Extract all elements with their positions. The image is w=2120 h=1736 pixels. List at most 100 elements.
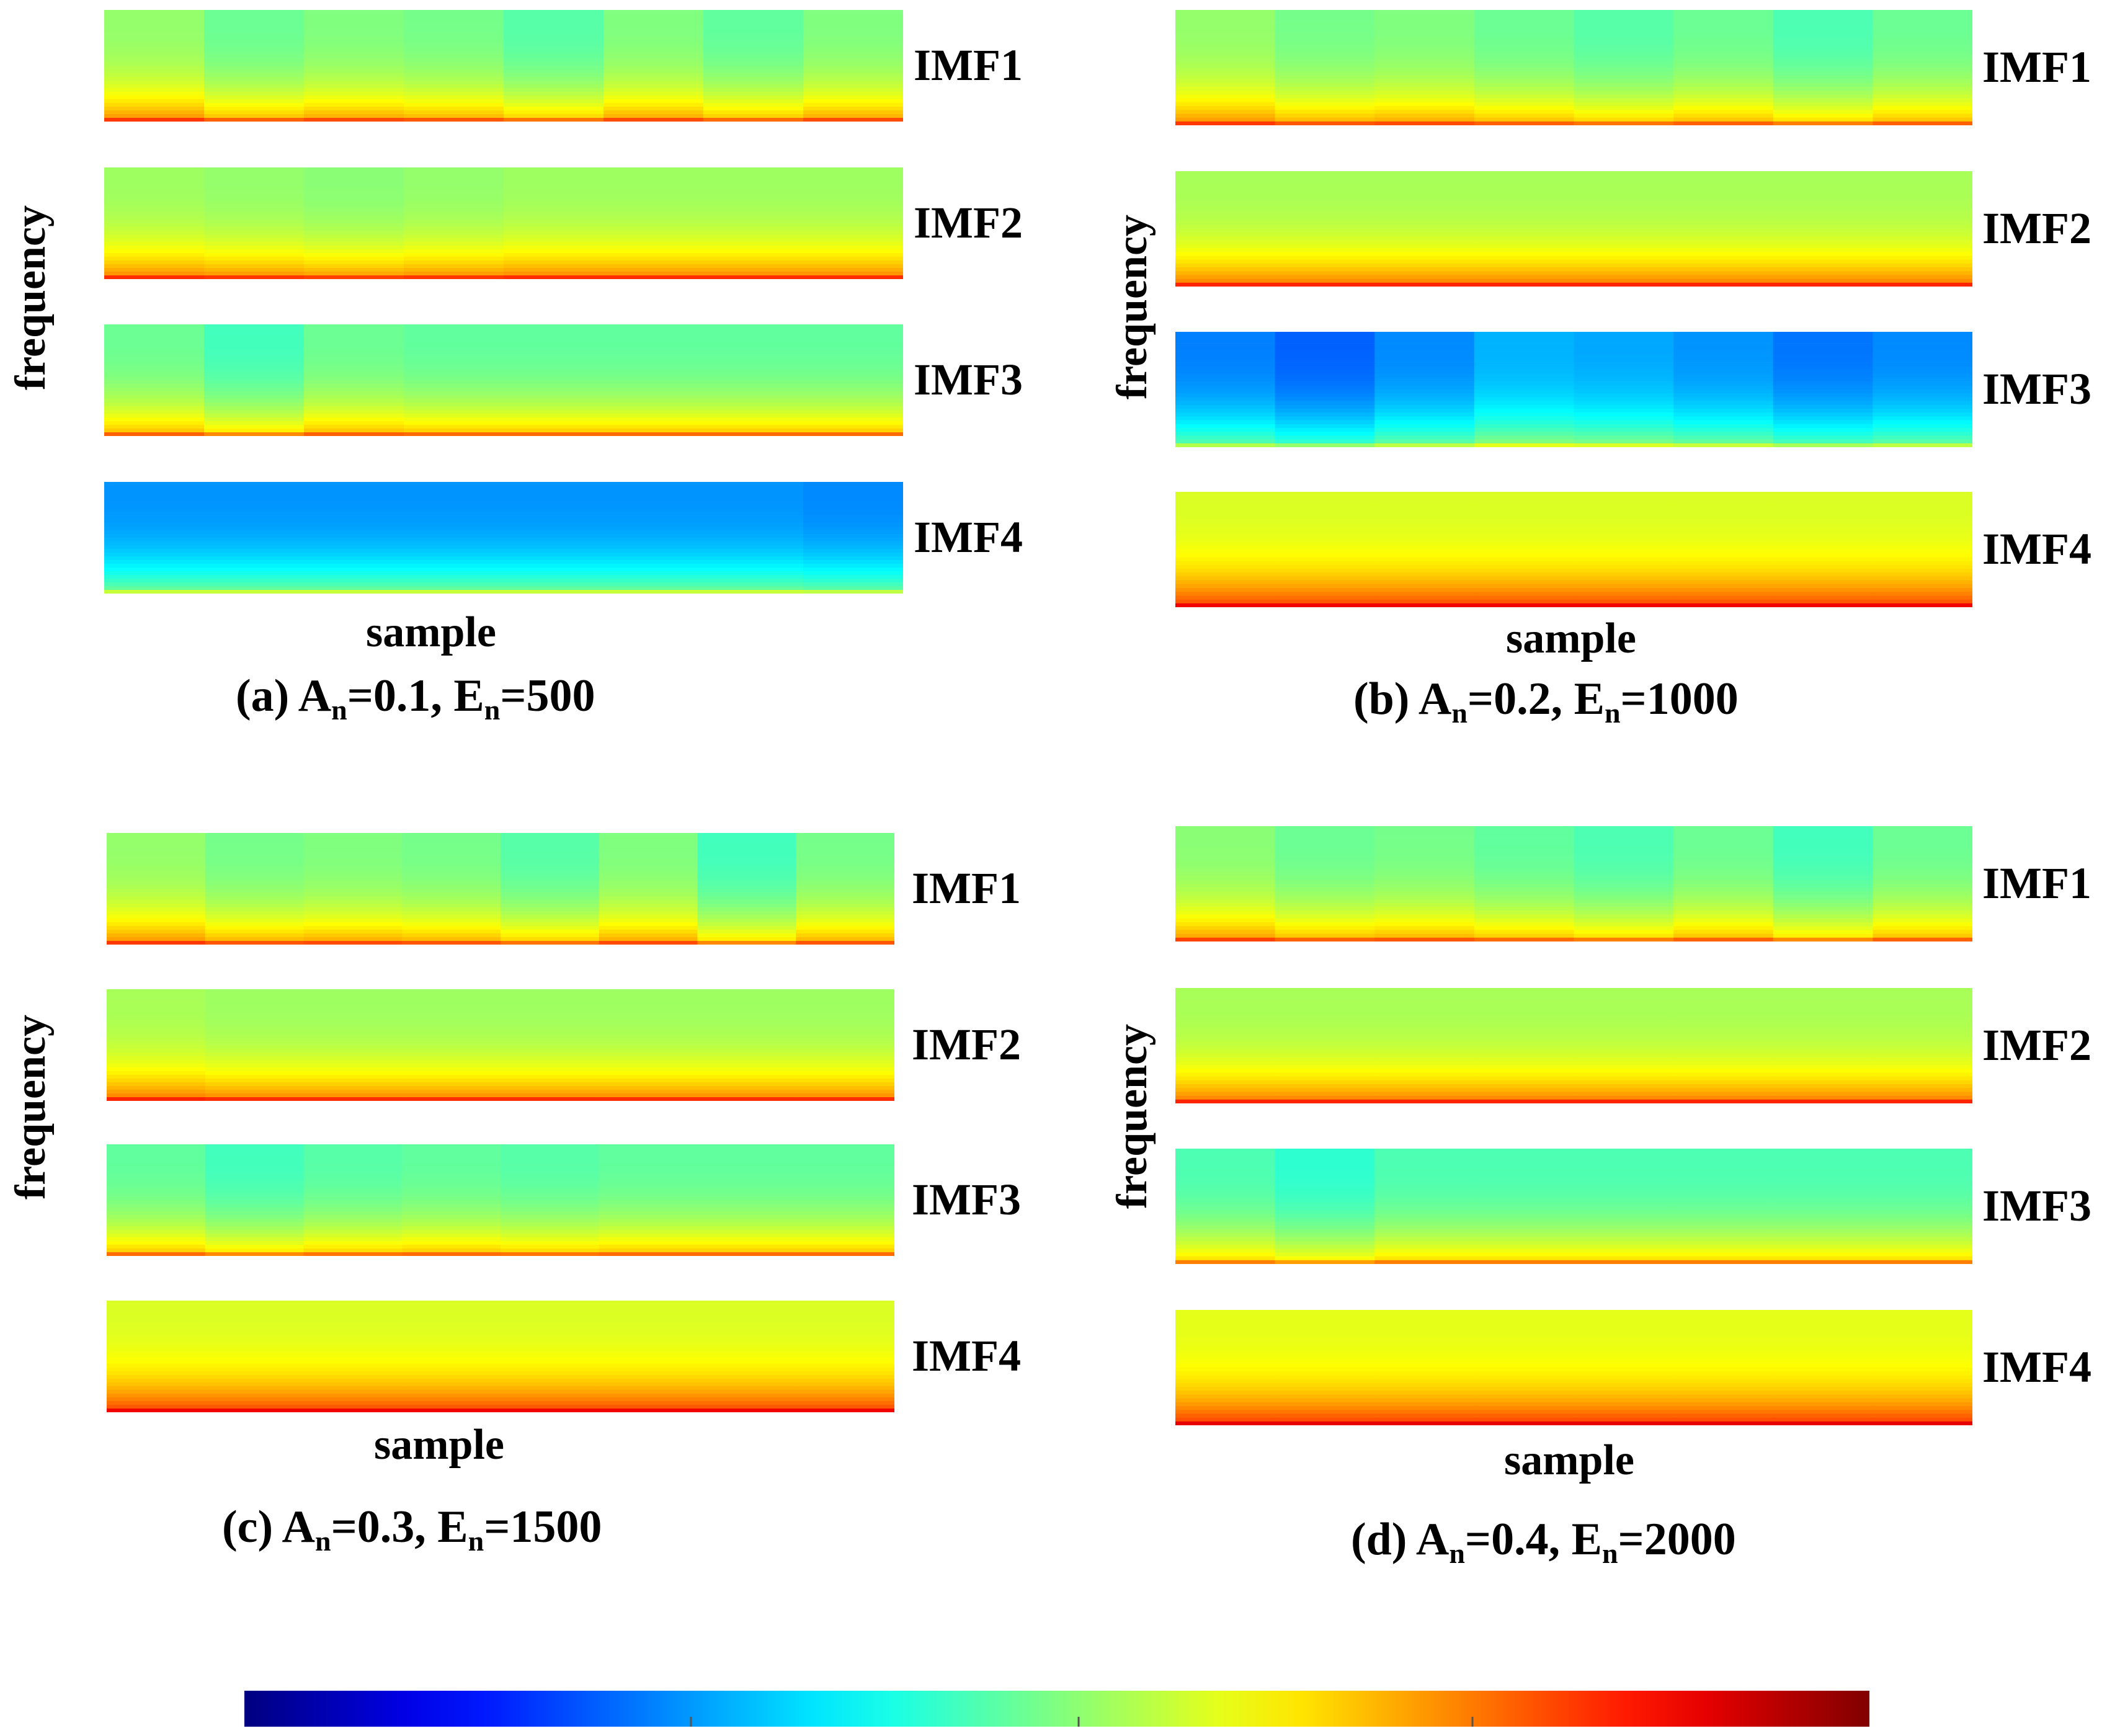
heatmap-cell [1773,1080,1875,1085]
heatmap-cell [107,1330,207,1335]
heatmap-cell [504,260,606,265]
heatmap-cell [1474,336,1576,340]
heatmap-cell [1773,1406,1875,1410]
heatmap-cell [1374,550,1477,554]
heatmap-cell [1374,332,1477,336]
heatmap-cell [402,1200,503,1204]
heatmap-cell [1374,374,1477,378]
heatmap-cell [1374,1164,1477,1168]
heatmap-cell [501,1319,601,1324]
heatmap-cell [796,866,894,871]
heatmap-cell [1773,557,1875,561]
heatmap-cell [404,350,506,355]
heatmap-cell [1673,1344,1775,1349]
heatmap-cell [1673,588,1775,592]
heatmap-cell [304,343,406,347]
heatmap-cell [1275,1217,1377,1222]
heatmap-cell [697,837,798,841]
heatmap-cell [599,1023,700,1027]
heatmap-cell [697,919,798,923]
heatmap-cell [1673,1329,1775,1333]
heatmap-cell [1574,1011,1676,1015]
heatmap-cell [1175,891,1277,896]
heatmap-cell [303,922,404,927]
heatmap-cell [1474,530,1576,535]
heatmap-cell [1773,117,1875,122]
heatmap-cell [1873,841,1972,846]
heatmap-cell [1474,1245,1576,1249]
heatmap-cell [1873,48,1972,53]
heatmap-cell [404,486,506,490]
heatmap-cell [404,249,506,254]
heatmap-cell [1574,860,1676,865]
heatmap-cell [204,515,306,520]
heatmap-cell [1474,1160,1576,1165]
heatmap-cell [303,1038,404,1042]
heatmap-cell [599,1390,700,1394]
heatmap-cell [1673,1015,1775,1019]
heatmap-cell [1275,499,1377,504]
heatmap-cell [1673,355,1775,359]
heatmap-cell [1773,213,1875,218]
heatmap-cell [1873,903,1972,907]
heatmap-cell [599,859,700,863]
heatmap-cell [1474,374,1576,378]
heatmap-cell [697,1230,798,1234]
heatmap-cell [599,1053,700,1057]
heatmap-cell [1673,1072,1775,1077]
heatmap-cell [1773,263,1875,268]
heatmap-cell [504,541,606,546]
heatmap-cell [603,272,706,276]
heatmap-cell [504,246,606,250]
heatmap-cell [1873,229,1972,233]
heatmap-cell [703,347,806,351]
heatmap-cell [1574,358,1676,363]
heatmap-cell [796,930,894,934]
heatmap-cell [1574,1049,1676,1054]
heatmap-cell [1873,1198,1972,1203]
heatmap-cell [1873,1080,1972,1085]
heatmap-cell [205,1338,306,1342]
heatmap-cell [1175,412,1277,417]
heatmap-cell [1673,922,1775,927]
heatmap-cell [304,429,406,433]
heatmap-cell [803,43,903,48]
heatmap-cell [803,376,903,381]
heatmap-cell [205,1401,306,1405]
heatmap-cell [603,417,706,422]
heatmap-cell [599,1397,700,1402]
heatmap-cell [1673,1356,1775,1360]
heatmap-cell [603,32,706,37]
heatmap-cell [501,1185,601,1190]
heatmap-cell [1574,75,1676,79]
heatmap-cell [104,242,207,246]
heatmap-cell [1175,1088,1277,1092]
heatmap-cell [205,844,306,848]
heatmap-cell [204,553,306,557]
heatmap-cell [304,118,406,122]
heatmap-cell [1673,1011,1775,1015]
heatmap-cell [1175,1321,1277,1326]
heatmap-cell [205,1334,306,1338]
heatmap-cell [1275,10,1377,14]
heatmap-cell [1374,1168,1477,1172]
colorbar-gradient [244,1691,1869,1727]
heatmap-cell [1574,830,1676,834]
heatmap-cell [205,896,306,901]
heatmap-cell [1773,248,1875,252]
heatmap-cell [703,55,806,59]
heatmap-cell [303,1053,404,1057]
heatmap-cell [504,73,606,78]
heatmap-cell [205,1159,306,1164]
heatmap-cell [504,339,606,344]
heatmap-cell [796,1312,894,1316]
heatmap-cell [1873,412,1972,417]
heatmap-cell [1673,87,1775,91]
heatmap-cell [1574,91,1676,95]
heatmap-cell [1873,217,1972,221]
heatmap-cell [1175,1038,1277,1043]
heatmap-cell [1275,205,1377,210]
heatmap-cell [501,933,601,938]
heatmap-cell [1275,362,1377,367]
heatmap-cell [1275,1057,1377,1062]
